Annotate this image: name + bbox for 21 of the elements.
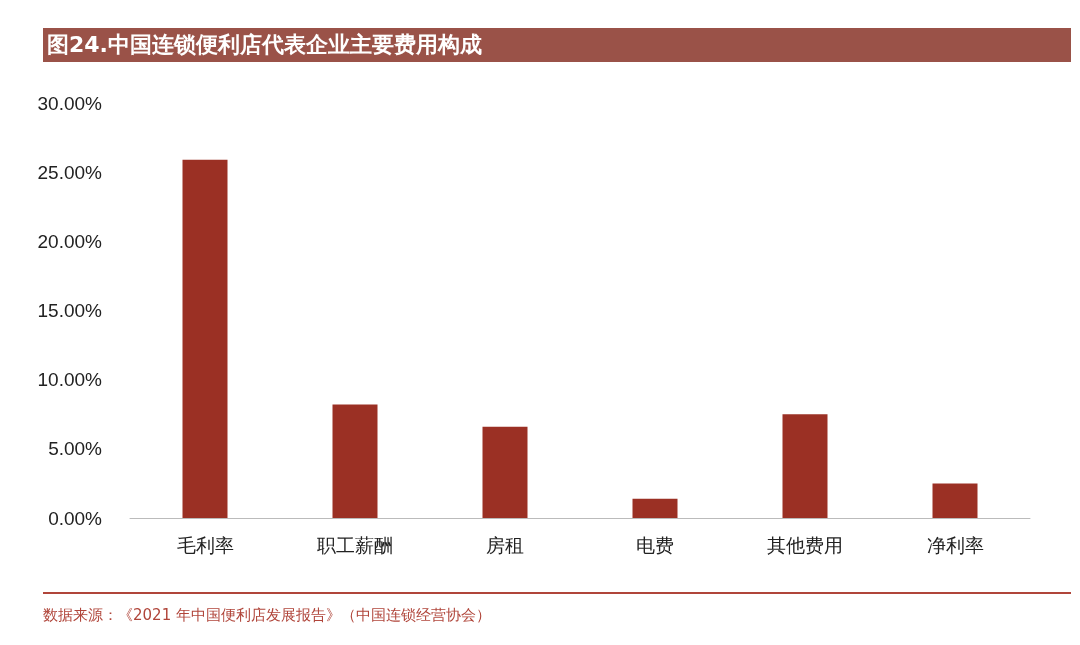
y-tick-label: 15.00% <box>37 300 103 321</box>
x-tick-label: 职工薪酬 <box>317 535 393 556</box>
bar <box>182 159 228 518</box>
x-tick-label: 电费 <box>636 535 674 556</box>
y-tick-label: 5.00% <box>48 438 103 460</box>
y-tick-label: 25.00% <box>37 161 103 183</box>
chart-title: 图24.中国连锁便利店代表企业主要费用构成 <box>43 28 1071 62</box>
bar <box>932 483 978 518</box>
bar <box>782 414 828 518</box>
x-tick-label: 净利率 <box>926 535 984 556</box>
y-tick-label: 0.00% <box>48 507 103 529</box>
y-tick-label: 30.00% <box>37 92 103 114</box>
bar <box>482 426 528 518</box>
bar <box>332 404 378 518</box>
y-tick-label: 20.00% <box>37 230 103 252</box>
x-tick-label: 其他费用 <box>767 535 843 556</box>
y-tick-label: 10.00% <box>37 369 103 391</box>
source-note: 数据来源：《2021 年中国便利店发展报告》（中国连锁经营协会） <box>43 592 1071 625</box>
x-tick-label: 毛利率 <box>176 535 234 556</box>
x-tick-label: 房租 <box>486 535 524 556</box>
bar <box>632 498 678 518</box>
